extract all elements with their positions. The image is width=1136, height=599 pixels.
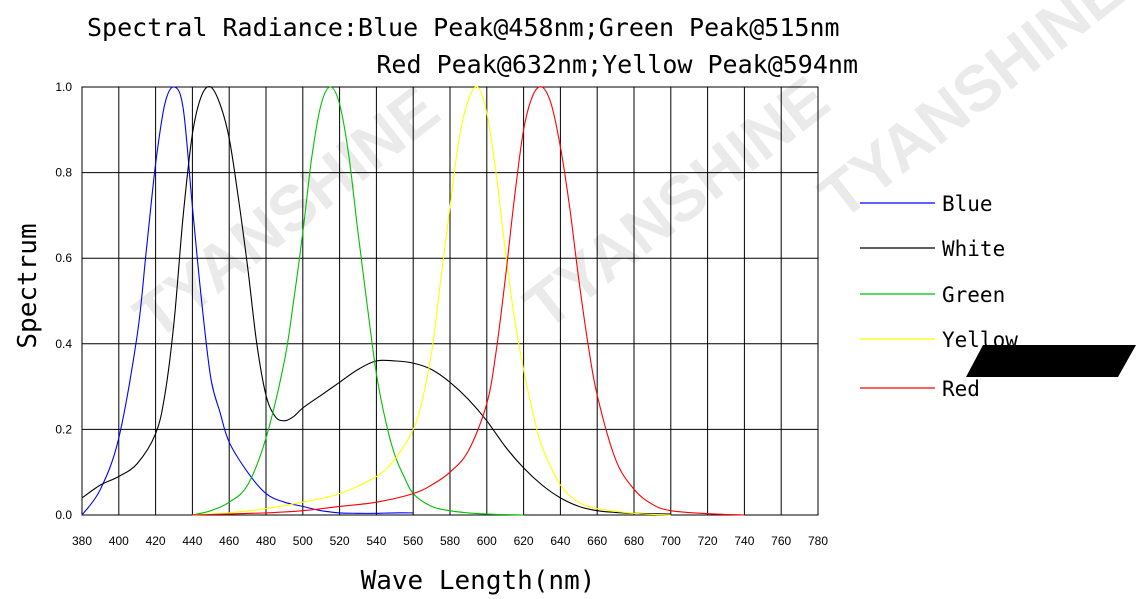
watermark-text: TYANSHINE bbox=[121, 72, 452, 353]
y-axis-label: Spectrum bbox=[13, 223, 43, 348]
x-tick-label: 760 bbox=[771, 534, 791, 548]
y-tick-label: 0.6 bbox=[55, 251, 72, 265]
x-tick-label: 500 bbox=[293, 534, 313, 548]
series-line-blue bbox=[81, 86, 414, 516]
chart-subtitle: Red Peak@632nm;Yellow Peak@594nm bbox=[376, 50, 858, 79]
legend-label-red: Red bbox=[942, 377, 980, 401]
x-tick-label: 520 bbox=[330, 534, 350, 548]
y-tick-label: 0.0 bbox=[55, 508, 72, 522]
grid-layer bbox=[81, 86, 819, 516]
x-axis-label: Wave Length(nm) bbox=[361, 566, 596, 596]
x-tick-label: 620 bbox=[514, 534, 534, 548]
x-tick-label: 580 bbox=[440, 534, 460, 548]
x-tick-label: 440 bbox=[182, 534, 202, 548]
series-line-white bbox=[81, 86, 671, 515]
y-tick-label: 1.0 bbox=[55, 80, 72, 94]
x-tick-label: 400 bbox=[109, 534, 129, 548]
legend-label-green: Green bbox=[942, 283, 1005, 307]
x-tick-label: 380 bbox=[72, 534, 92, 548]
x-tick-label: 680 bbox=[624, 534, 644, 548]
x-tick-label: 480 bbox=[256, 534, 276, 548]
y-tick-label: 0.8 bbox=[55, 166, 72, 180]
x-tick-label: 700 bbox=[661, 534, 681, 548]
series-layer bbox=[81, 86, 745, 516]
legend-label-white: White bbox=[942, 237, 1005, 261]
x-tick-label: 540 bbox=[366, 534, 386, 548]
x-tick-label: 600 bbox=[477, 534, 497, 548]
x-tick-label: 780 bbox=[808, 534, 828, 548]
tick-layer: 380 400 420 440 460 480 500 520 540 560 580 600 620 6… bbox=[55, 80, 828, 548]
x-tick-label: 660 bbox=[587, 534, 607, 548]
series-line-green bbox=[192, 86, 524, 516]
x-tick-label: 740 bbox=[734, 534, 754, 548]
x-tick-label: 560 bbox=[403, 534, 423, 548]
y-tick-label: 0.4 bbox=[55, 337, 72, 351]
series-line-yellow bbox=[192, 86, 671, 516]
legend-label-blue: Blue bbox=[942, 192, 993, 216]
x-tick-label: 420 bbox=[146, 534, 166, 548]
x-tick-label: 720 bbox=[698, 534, 718, 548]
redaction-bar bbox=[966, 345, 1136, 377]
x-tick-label: 640 bbox=[550, 534, 570, 548]
y-tick-label: 0.2 bbox=[55, 422, 72, 436]
series-line-red bbox=[192, 86, 745, 516]
x-tick-label: 460 bbox=[219, 534, 239, 548]
chart-title: Spectral Radiance:Blue Peak@458nm;Green … bbox=[87, 13, 840, 42]
